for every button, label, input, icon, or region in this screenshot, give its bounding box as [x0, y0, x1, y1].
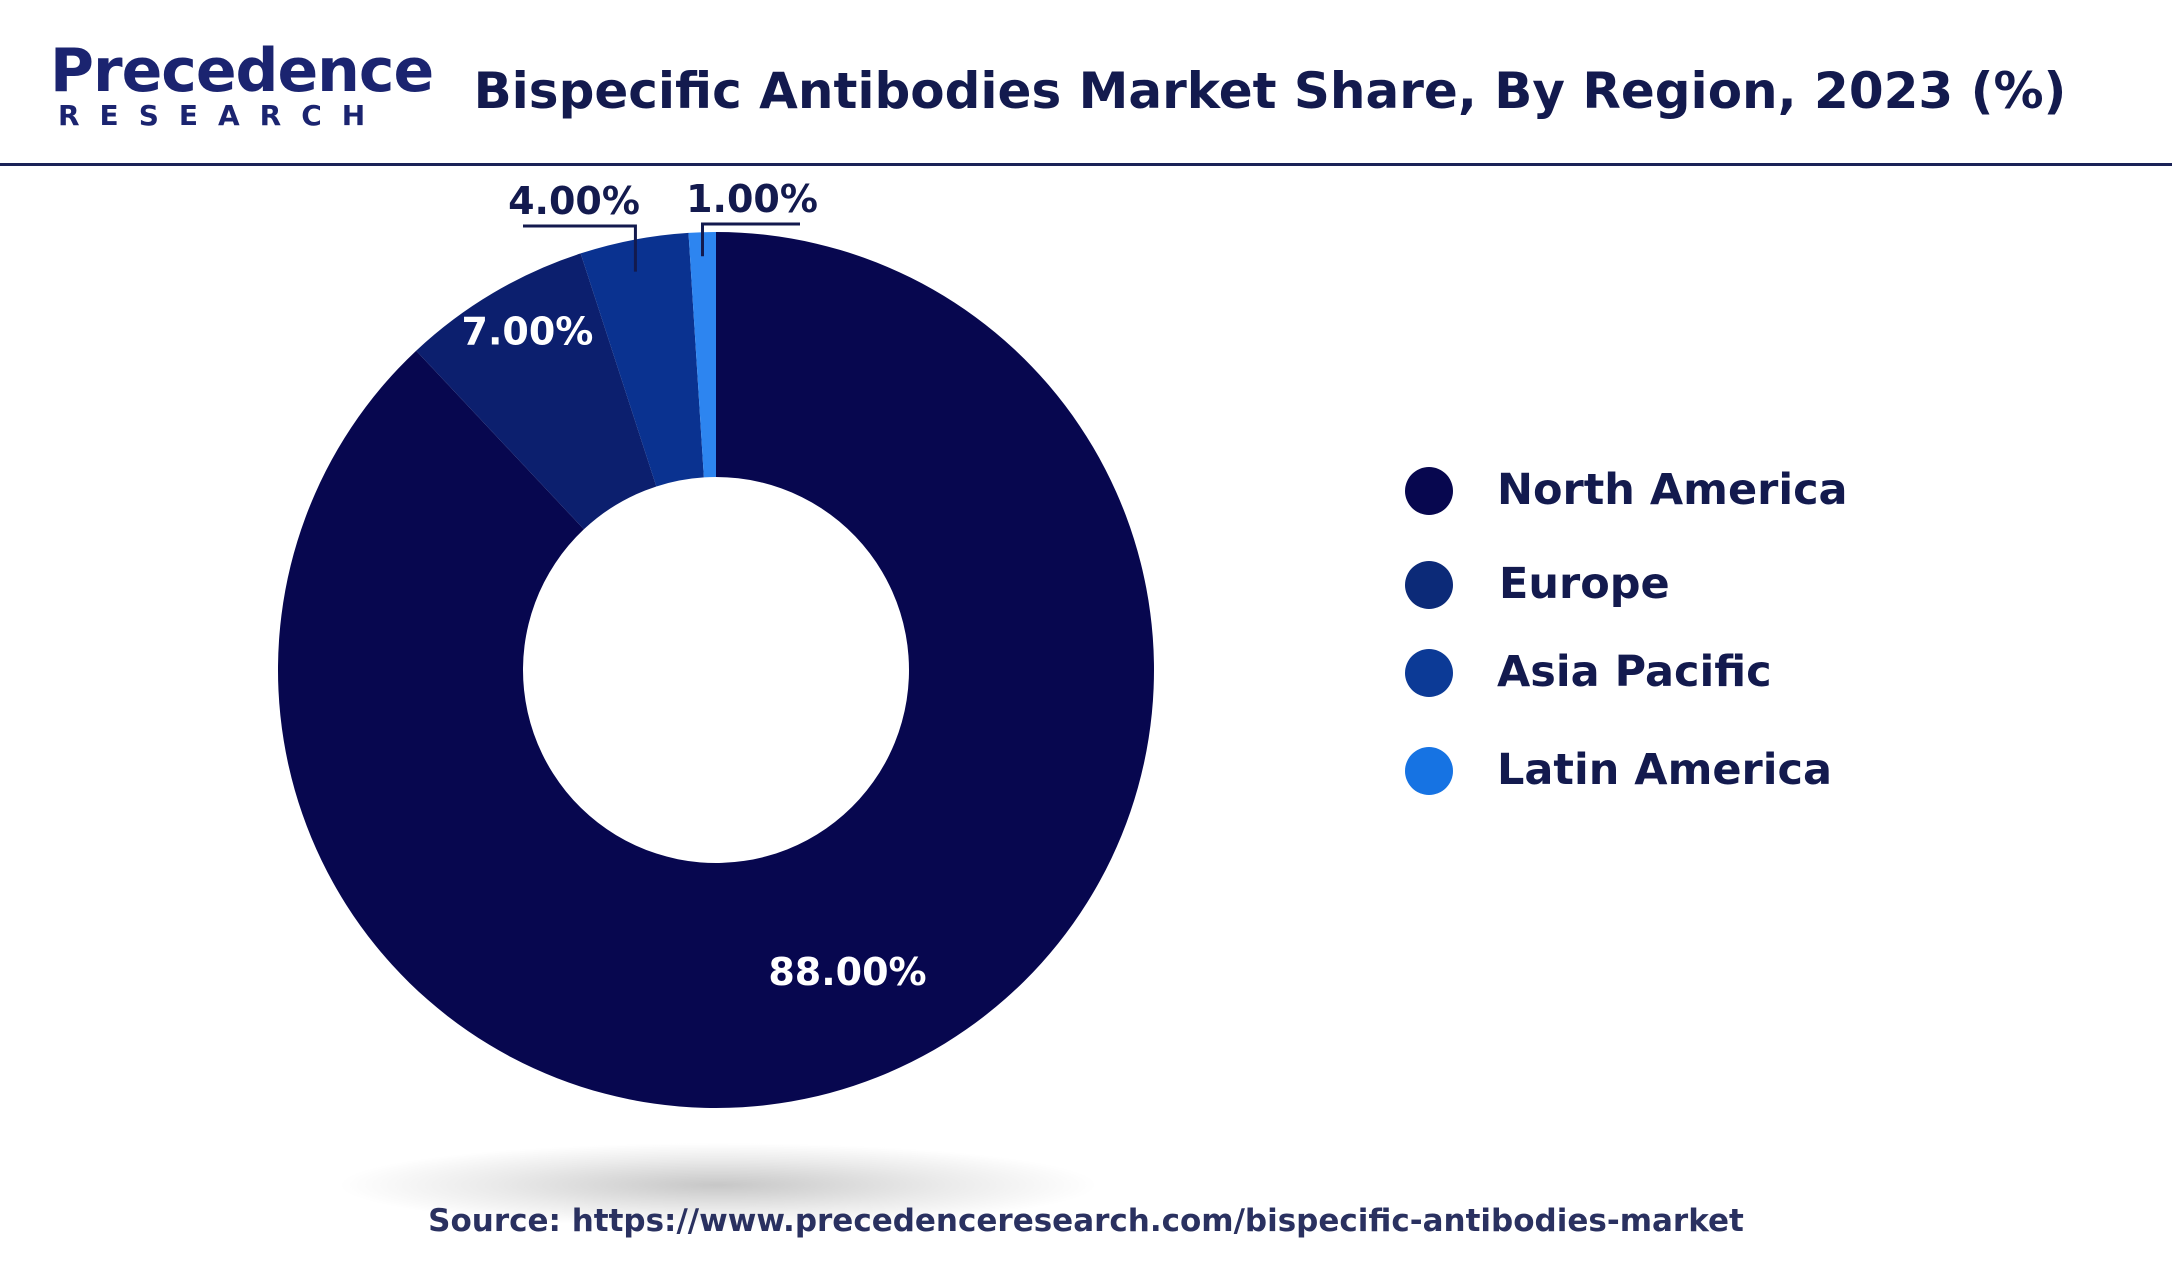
- legend-label-latin-america: Latin America: [1497, 745, 1832, 795]
- legend-label-north-america: North America: [1497, 465, 1848, 515]
- legend-item-asia-pacific[interactable]: Asia Pacific: [1405, 642, 2025, 702]
- slice-latin-america[interactable]: [688, 232, 716, 478]
- slice-north-america[interactable]: [277, 232, 1154, 1108]
- source-citation: Source: https://www.precedenceresearch.c…: [428, 1203, 1744, 1239]
- legend-label-europe: Europe: [1499, 559, 1670, 609]
- logo-subtext: RESEARCH: [58, 99, 386, 132]
- legend-item-latin-america[interactable]: Latin America: [1405, 740, 2025, 800]
- legend-marker-latin-america: [1405, 747, 1453, 795]
- legend-item-north-america[interactable]: North America: [1405, 460, 2025, 520]
- legend-label-asia-pacific: Asia Pacific: [1497, 647, 1772, 697]
- slice-asia-pacific[interactable]: [580, 232, 704, 487]
- leader-line-asia-pacific: [523, 224, 637, 272]
- leader-line-latin-america: [700, 222, 800, 257]
- legend-marker-europe: [1405, 561, 1453, 609]
- data-label-north-america: 88.00%: [768, 950, 926, 994]
- data-label-latin-america: 1.00%: [686, 177, 818, 221]
- legend-marker-asia-pacific: [1405, 649, 1453, 697]
- data-labels-group: 88.00% 7.00% 4.00% 1.00%: [462, 177, 927, 994]
- slices-group: [277, 232, 1154, 1108]
- legend-item-europe[interactable]: Europe: [1405, 554, 2025, 614]
- logo-wordmark: Precedence: [50, 36, 434, 106]
- data-label-asia-pacific: 4.00%: [508, 179, 640, 223]
- legend: North America Europe Asia Pacific Latin …: [1405, 460, 2025, 820]
- precedence-research-logo[interactable]: Precedence RESEARCH: [50, 36, 434, 136]
- slice-europe[interactable]: [416, 253, 657, 530]
- data-label-europe: 7.00%: [462, 309, 594, 353]
- chart-title: Bispecific Antibodies Market Share, By R…: [473, 62, 2067, 120]
- header-divider: [0, 163, 2172, 166]
- chart-drop-shadow: [338, 1143, 1098, 1227]
- header: Precedence RESEARCH Bispecific Antibodie…: [0, 0, 2172, 166]
- legend-marker-north-america: [1405, 467, 1453, 515]
- leader-lines-group: [523, 222, 800, 272]
